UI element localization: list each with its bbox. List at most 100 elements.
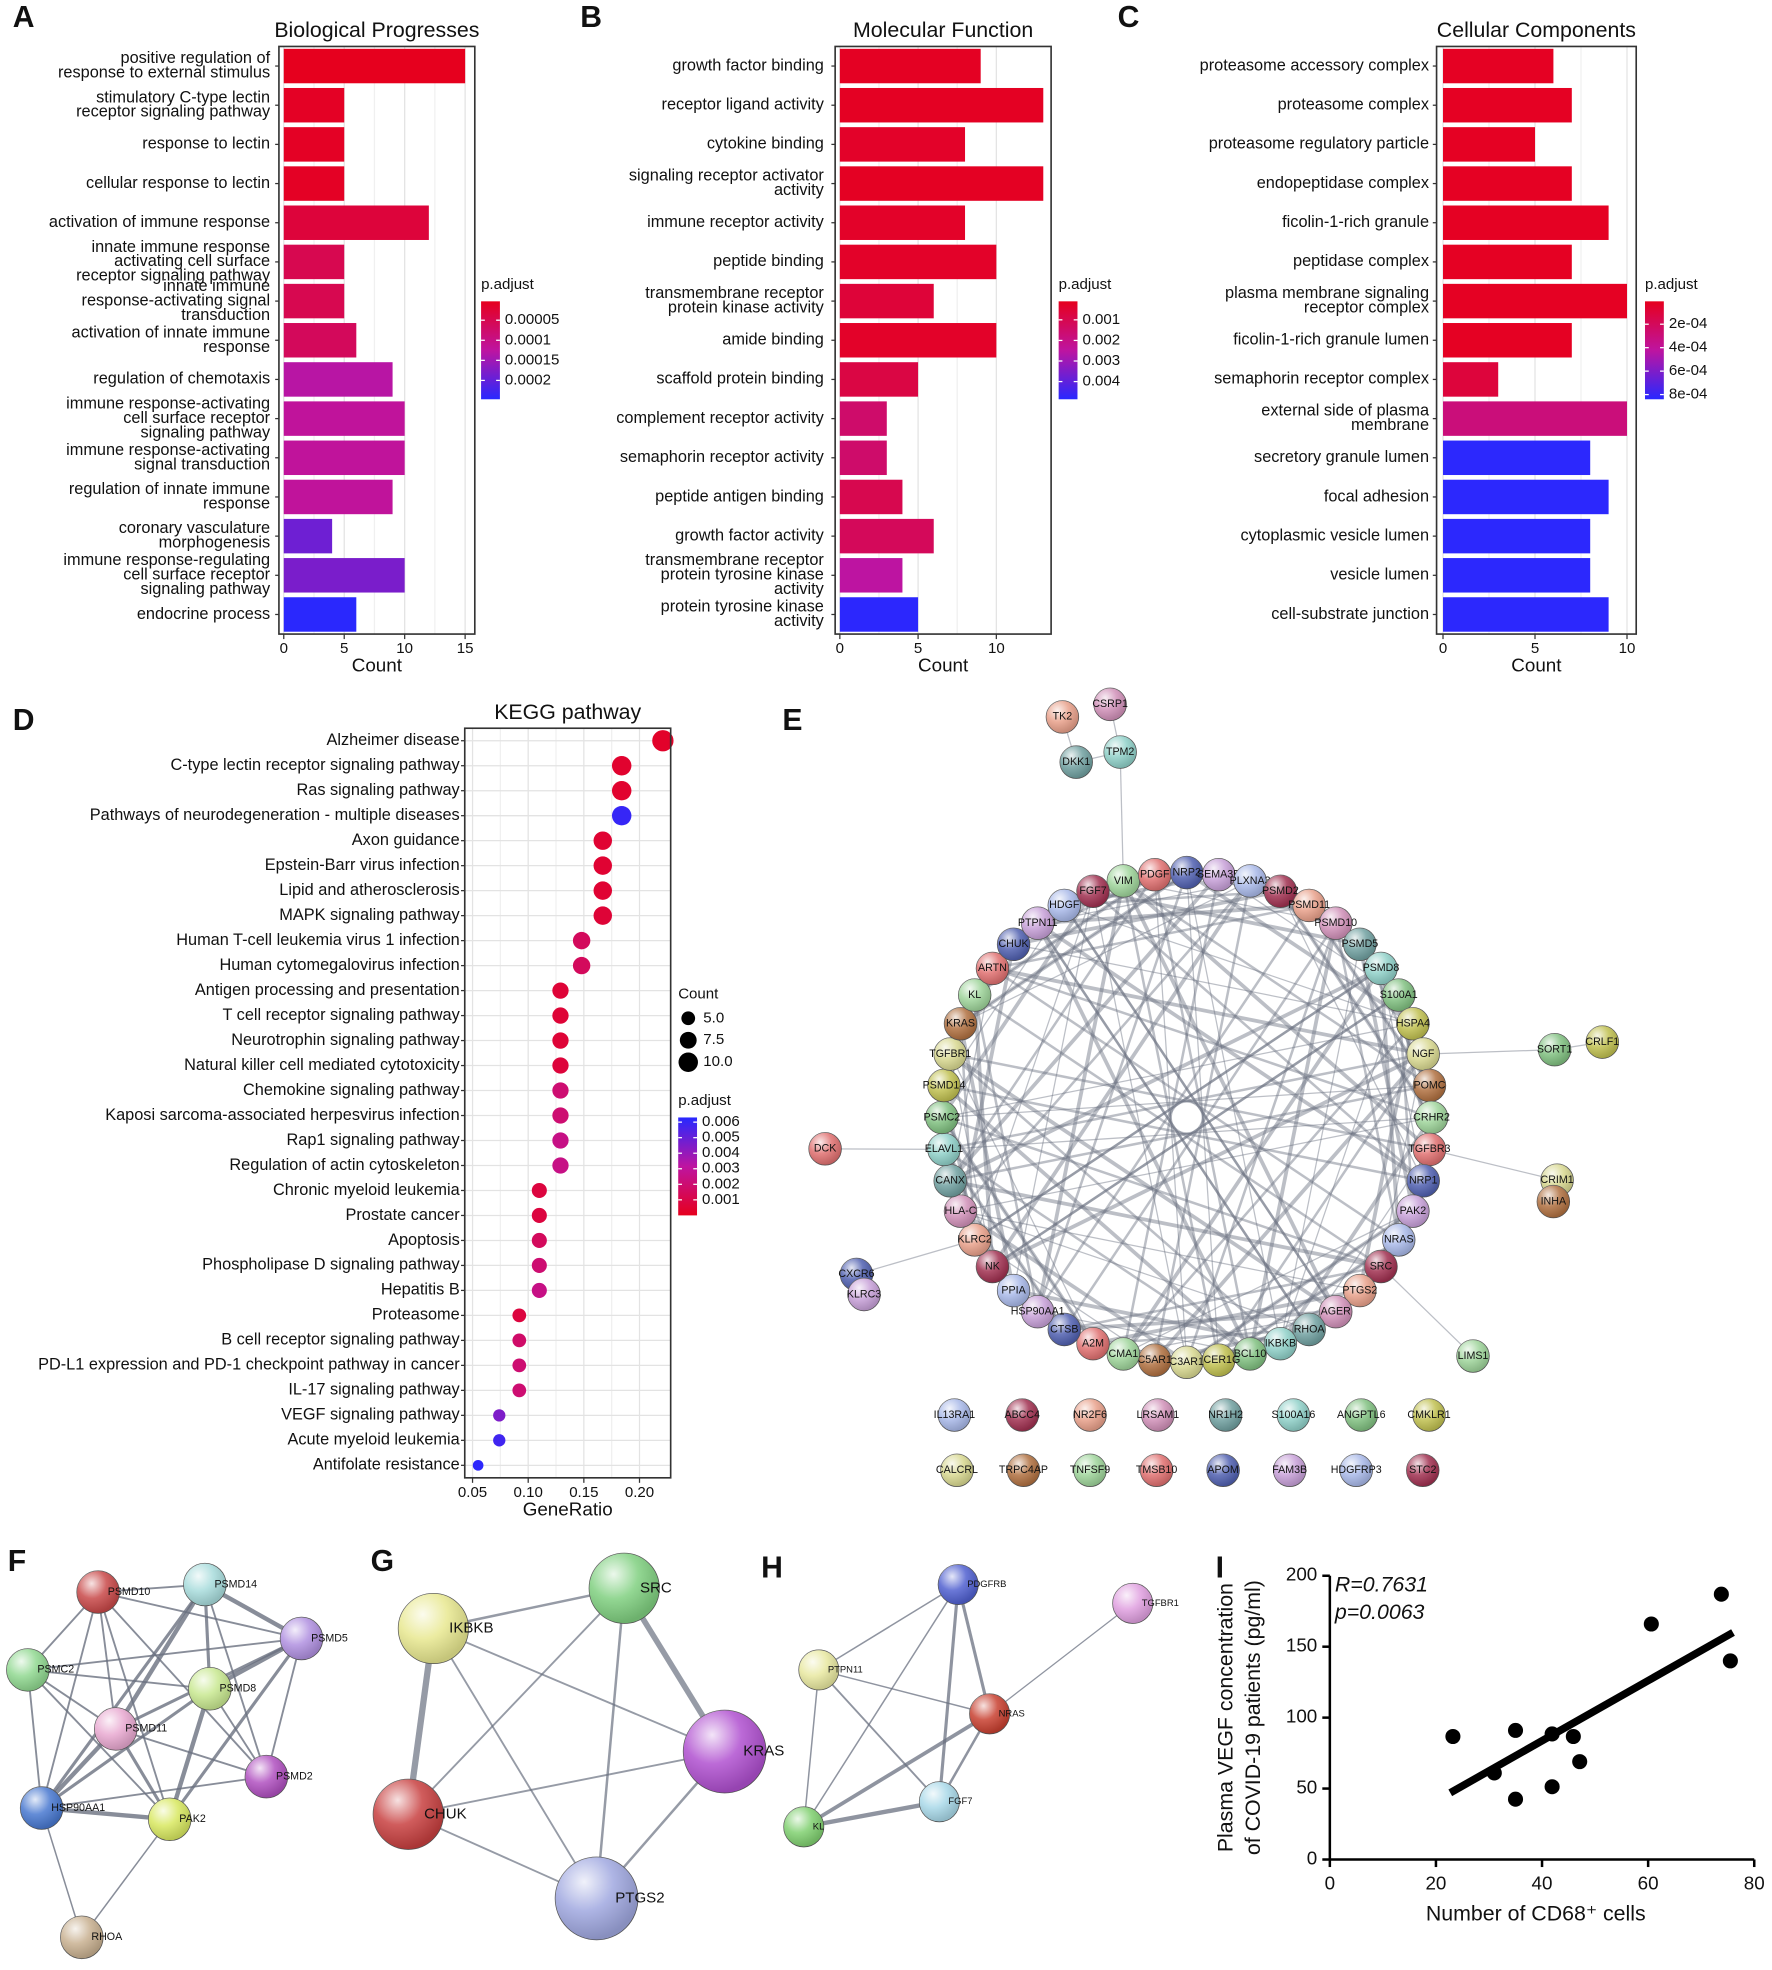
x-tick-label: 0.05 — [458, 1484, 487, 1501]
colorbar — [481, 301, 500, 400]
y-tick-label: signaling receptor activator — [629, 167, 825, 185]
y-tick-label: cell surface receptor — [123, 566, 270, 584]
edge — [959, 871, 1188, 1026]
bar — [839, 479, 903, 515]
bar — [839, 87, 1044, 123]
node-shine — [1364, 952, 1398, 985]
node-label: CANX — [935, 1175, 965, 1187]
node-label: CHUK — [424, 1805, 467, 1822]
edge — [1092, 890, 1425, 1182]
edge — [97, 1591, 302, 1640]
colorbar-label: 0.00015 — [505, 351, 559, 368]
y-tick-label: activity — [774, 580, 825, 598]
edge — [408, 1750, 725, 1816]
edge — [40, 1583, 207, 1809]
dot — [531, 1282, 547, 1298]
x-tick-label: 10 — [988, 640, 1005, 657]
node-shine — [6, 1648, 50, 1692]
edge — [97, 1591, 268, 1778]
y-tick-label: signaling pathway — [140, 580, 271, 598]
dot — [512, 1358, 527, 1373]
edge — [1153, 1052, 1425, 1362]
node-shine — [1382, 1223, 1416, 1257]
node-shine — [1585, 1025, 1619, 1059]
x-tick-label: 60 — [1638, 1873, 1659, 1894]
dot — [552, 1032, 569, 1049]
node-label: FCER1G — [1197, 1354, 1240, 1366]
colorbar-label: 0.004 — [702, 1144, 740, 1161]
node-shine — [1141, 1398, 1175, 1432]
bar — [283, 518, 333, 554]
node-shine — [997, 1274, 1030, 1307]
y-tick-label: immune receptor activity — [647, 213, 825, 231]
y-tick-label: Neurotrophin signaling pathway — [231, 1031, 460, 1049]
edge — [989, 1602, 1134, 1715]
point — [1445, 1728, 1461, 1745]
y-tick-label: vesicle lumen — [1330, 566, 1429, 584]
x-axis-label: Count — [352, 655, 403, 676]
bar — [839, 48, 981, 84]
edge — [1036, 921, 1425, 1183]
edge — [115, 1728, 267, 1778]
node-shine — [938, 1398, 971, 1432]
edge — [937, 1584, 960, 1802]
y-tick-label: Natural killer cell mediated cytotoxicit… — [184, 1056, 460, 1074]
node-shine — [1343, 928, 1377, 961]
x-tick-label: 0.20 — [625, 1484, 654, 1501]
x-tick-label: 20 — [1425, 1873, 1446, 1894]
colorbar-label: 0.003 — [702, 1160, 740, 1177]
node-shine — [1202, 1343, 1235, 1377]
chart-title: KEGG pathway — [494, 700, 641, 724]
node-label: NR2F6 — [1073, 1409, 1107, 1421]
node-shine — [280, 1617, 323, 1660]
node-shine — [783, 1806, 824, 1847]
node-shine — [1412, 1398, 1446, 1432]
panel-label: A — [13, 1, 35, 34]
node-label: PTGS2 — [615, 1889, 664, 1906]
dot — [611, 780, 632, 801]
edge — [943, 1116, 1432, 1151]
node-label: SRC — [640, 1579, 672, 1596]
node-label: CRHR2 — [1413, 1111, 1450, 1123]
dot — [531, 1207, 547, 1223]
edge — [949, 1178, 1382, 1269]
edge — [960, 872, 1188, 1025]
edge — [1036, 922, 1311, 1331]
point — [1722, 1653, 1738, 1669]
node-label: PSMC2 — [924, 1111, 961, 1123]
edge — [27, 1668, 210, 1690]
node-label: HDGF — [1049, 899, 1080, 911]
y-tick-label: receptor ligand activity — [662, 96, 825, 114]
edge — [960, 1210, 1310, 1331]
y-tick-label: Rap1 signaling pathway — [287, 1131, 461, 1149]
dot — [552, 1107, 569, 1124]
x-tick-label: 80 — [1744, 1873, 1765, 1894]
edge — [1248, 922, 1338, 1355]
edge — [1153, 880, 1252, 1361]
dot — [552, 1057, 569, 1074]
edge — [1185, 871, 1414, 1026]
edge — [1186, 872, 1282, 1344]
y-tick-label: Ras signaling pathway — [296, 781, 460, 799]
node-label: CALCRL — [936, 1464, 978, 1476]
bar — [283, 244, 345, 280]
dot — [552, 982, 569, 999]
dot — [593, 906, 613, 925]
edge — [958, 943, 1016, 1212]
panel-label: D — [13, 704, 35, 737]
x-tick-label: 0.10 — [514, 1484, 543, 1501]
edge — [949, 966, 1382, 1183]
node-shine — [1277, 1398, 1310, 1432]
node-label: FGF7 — [948, 1795, 972, 1806]
size-legend-dot — [678, 1052, 698, 1072]
y-tick-label: protein tyrosine kinase — [661, 598, 824, 616]
y-tick-label: cytokine binding — [707, 135, 824, 153]
edge — [1380, 1266, 1474, 1357]
node-label: IL13RA1 — [934, 1409, 976, 1421]
node-label: PTPN11 — [828, 1663, 863, 1674]
dot — [493, 1409, 506, 1422]
chart-title: Biological Progresses — [274, 18, 479, 42]
node-label: PTGS2 — [1342, 1284, 1377, 1296]
colorbar-label: 0.003 — [1082, 352, 1120, 369]
y-tick-label: transduction — [181, 306, 270, 324]
